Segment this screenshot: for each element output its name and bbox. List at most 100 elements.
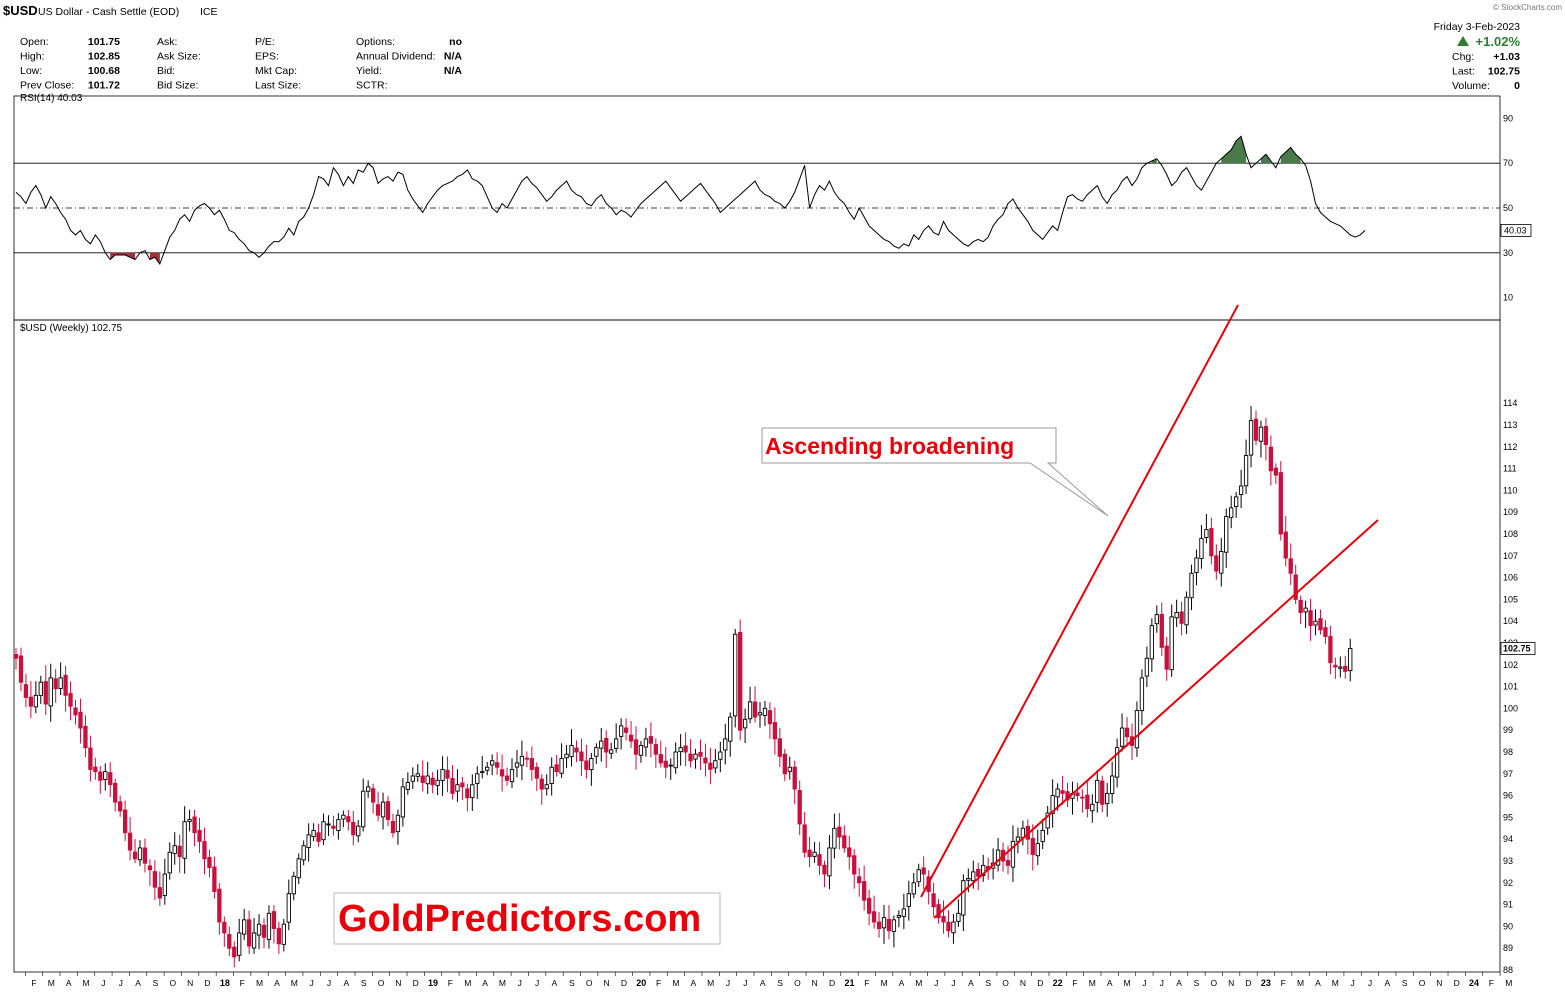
month-tick-label: S <box>1402 978 1408 988</box>
month-tick-label: O <box>1002 978 1009 988</box>
candle-body <box>1179 611 1184 624</box>
candle-body <box>1214 555 1219 572</box>
candle-body <box>395 814 401 833</box>
candle-body <box>494 762 500 768</box>
candle-body <box>618 725 624 737</box>
candle-body <box>1154 614 1159 625</box>
month-tick-label: A <box>135 978 141 988</box>
month-tick-label: A <box>274 978 280 988</box>
candle-body <box>792 766 797 790</box>
exchange-label: ICE <box>200 6 218 18</box>
month-tick-label: O <box>794 978 801 988</box>
candle-body <box>1035 843 1040 857</box>
price-tick-label: 94 <box>1503 834 1513 844</box>
price-tick-label: 88 <box>1503 965 1513 975</box>
month-tick-label: D <box>621 978 627 988</box>
candle-body <box>237 932 242 956</box>
candle-body <box>361 790 366 828</box>
price-tick-label: 113 <box>1503 420 1517 430</box>
month-tick-label: A <box>66 978 72 988</box>
month-tick-label: A <box>690 978 696 988</box>
candle-body <box>723 738 728 751</box>
candle-body <box>951 921 956 934</box>
price-tick-label: 91 <box>1503 900 1513 910</box>
quote-label: Volume: <box>1452 80 1490 92</box>
price-tick-label: 98 <box>1503 747 1513 757</box>
candle-body <box>1263 425 1269 446</box>
month-tick-label: M <box>672 978 679 988</box>
candle-body <box>380 801 386 818</box>
candle-body <box>688 753 693 762</box>
month-tick-label: J <box>101 978 105 988</box>
rsi-tick-label: 30 <box>1503 248 1513 258</box>
candle-body <box>812 851 817 857</box>
candle-body <box>1100 780 1105 805</box>
candle-body <box>594 747 599 757</box>
month-tick-label: O <box>1419 978 1426 988</box>
instrument-name: US Dollar - Cash Settle (EOD) <box>38 6 179 18</box>
candle-body <box>415 773 420 777</box>
candle-body <box>192 816 197 834</box>
rsi-line <box>15 135 1366 266</box>
candle-body <box>162 873 167 896</box>
candle-body <box>1189 572 1194 599</box>
candle-body <box>941 916 946 923</box>
month-tick-label: N <box>395 978 401 988</box>
candle-body <box>971 871 976 882</box>
candle-body <box>341 814 346 820</box>
candle-body <box>1253 418 1259 441</box>
month-tick-label: F <box>448 978 453 988</box>
quote-label: High: <box>20 51 45 63</box>
month-tick-label: A <box>1107 978 1113 988</box>
price-tick-label: 109 <box>1503 507 1518 517</box>
month-tick-label: S <box>361 978 367 988</box>
candle-body <box>762 707 768 716</box>
candle-body <box>1095 779 1100 803</box>
candle-body <box>866 897 872 914</box>
month-tick-label: F <box>1489 978 1494 988</box>
rsi-last-value-label: 40.03 <box>1504 225 1527 235</box>
month-tick-label: M <box>464 978 471 988</box>
month-tick-label: J <box>951 978 955 988</box>
candle-body <box>1343 665 1348 672</box>
month-tick-label: M <box>83 978 90 988</box>
candle-body <box>1323 627 1328 637</box>
candle-body <box>956 912 961 922</box>
rsi-overbought-fill <box>1221 136 1247 164</box>
candle-body <box>246 919 252 947</box>
candle-body <box>1288 558 1293 574</box>
quote-label: Ask Size: <box>157 51 201 63</box>
candle-body <box>693 753 698 760</box>
candle-body <box>321 821 326 841</box>
candle-body <box>842 835 847 849</box>
candle-body <box>1174 612 1179 619</box>
candle-body <box>1164 645 1169 670</box>
candle-body <box>777 738 782 757</box>
candle-body <box>663 760 668 768</box>
candle-body <box>871 911 877 923</box>
candle-body <box>242 919 247 935</box>
month-tick-label: D <box>829 978 835 988</box>
candle-body <box>1144 657 1150 677</box>
candle-body <box>1080 796 1085 799</box>
month-tick-label: S <box>777 978 783 988</box>
candle-body <box>291 875 296 895</box>
candle-body <box>653 744 658 755</box>
candle-body <box>23 684 29 698</box>
x-axis: F M A M J J A S O N D 18 F M A M J J A S O N D 19 F M A M J J A S O N D 20 F… <box>25 972 1512 988</box>
price-tick-label: 111 <box>1503 464 1517 474</box>
month-tick-label: J <box>726 978 730 988</box>
rsi-legend-text: RSI(14) 40.03 <box>20 93 83 104</box>
candle-body <box>911 882 916 895</box>
callout-bubble <box>761 427 1109 517</box>
candle-body <box>316 832 321 842</box>
pattern-label: Ascending broadening <box>765 433 1014 459</box>
brand-box: GoldPredictors.com <box>333 892 721 945</box>
candle-body <box>1273 467 1278 476</box>
candle-body <box>1169 616 1174 671</box>
candle-body <box>728 716 733 742</box>
candle-body <box>485 766 490 771</box>
candle-body <box>589 758 594 771</box>
price-tick-label: 89 <box>1503 943 1513 953</box>
candle-body <box>668 764 673 767</box>
